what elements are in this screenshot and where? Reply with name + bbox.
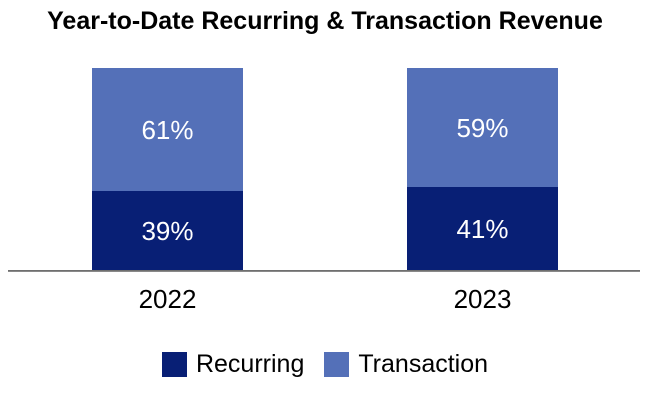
legend: Recurring Transaction xyxy=(0,352,650,377)
bar-2022-recurring-segment: 39% xyxy=(92,191,243,270)
bar-2022: 61% 39% xyxy=(92,68,243,270)
x-axis-line xyxy=(8,270,640,272)
data-label-2023-transaction: 59% xyxy=(456,112,509,143)
legend-item-transaction: Transaction xyxy=(324,352,488,377)
legend-swatch-transaction xyxy=(324,352,350,377)
data-label-2023-recurring: 41% xyxy=(456,213,509,244)
bar-2022-transaction-segment: 61% xyxy=(92,68,243,192)
legend-label-recurring: Recurring xyxy=(195,350,305,378)
legend-item-recurring: Recurring xyxy=(161,350,305,378)
bar-2023-transaction-segment: 59% xyxy=(407,68,558,188)
x-axis-label-2023: 2023 xyxy=(453,284,512,314)
legend-swatch-recurring xyxy=(161,352,187,377)
data-label-2022-recurring: 39% xyxy=(141,215,194,246)
bar-2023: 59% 41% xyxy=(407,68,558,270)
x-axis-label-2022: 2022 xyxy=(138,284,197,314)
legend-label-transaction: Transaction xyxy=(358,350,489,378)
data-label-2022-transaction: 61% xyxy=(141,114,194,145)
chart-title: Year-to-Date Recurring & Transaction Rev… xyxy=(47,7,603,35)
bar-2023-recurring-segment: 41% xyxy=(407,187,558,270)
